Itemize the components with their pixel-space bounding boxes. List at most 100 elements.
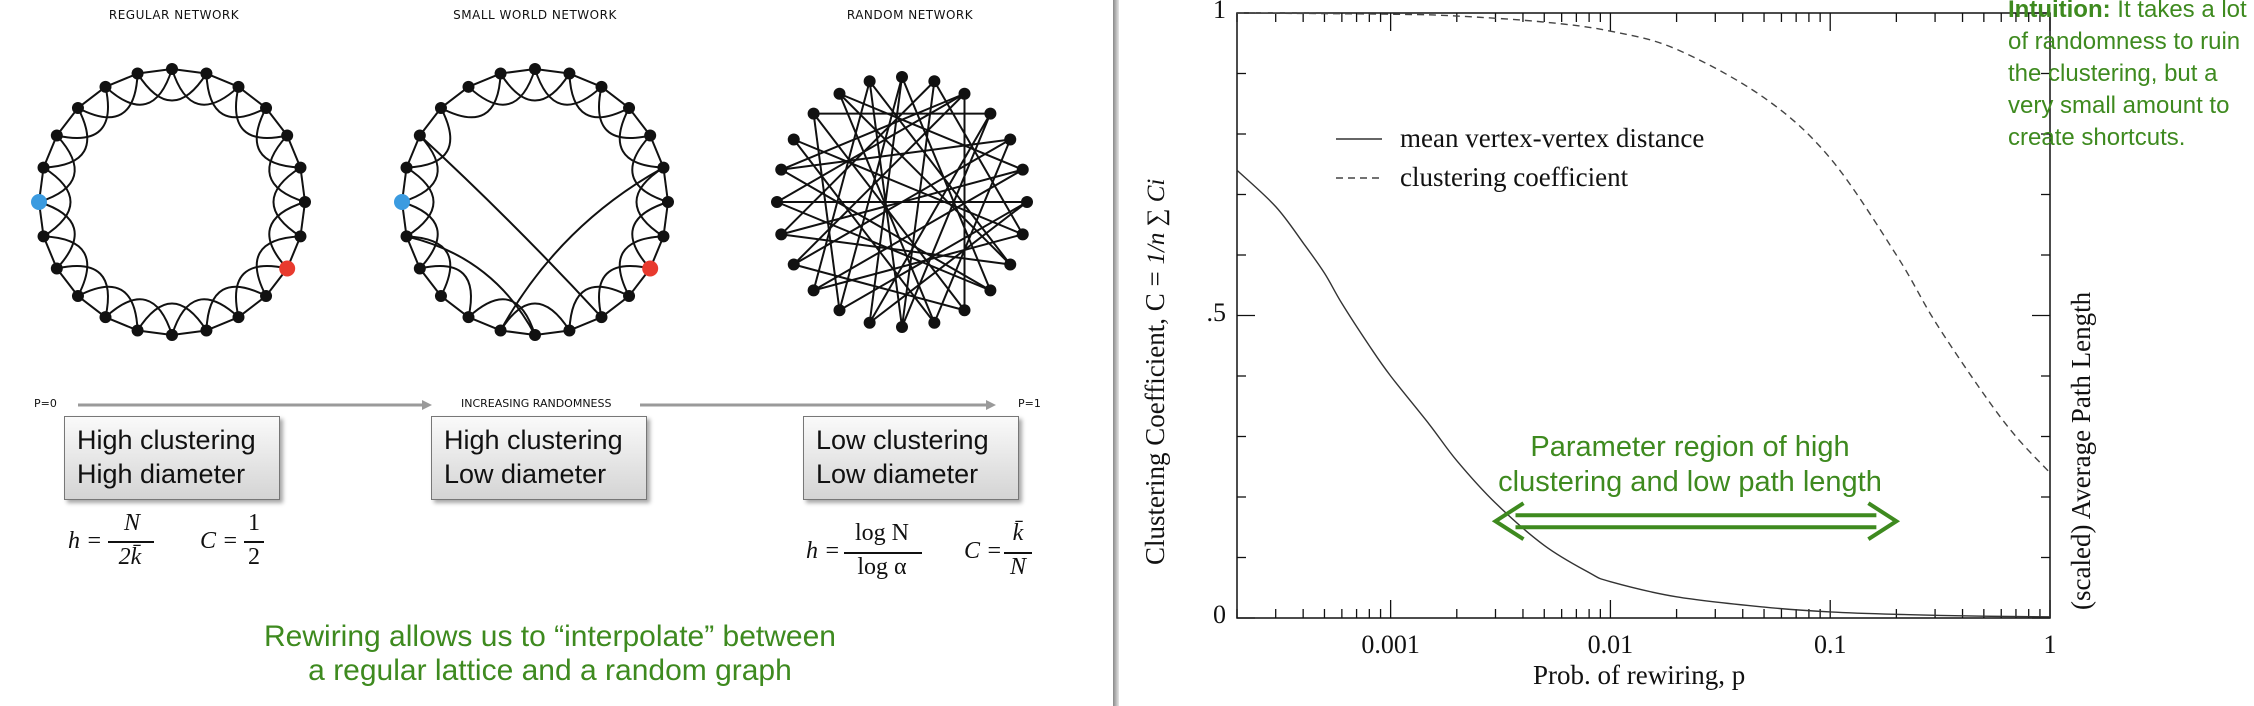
chart-panel <box>1119 0 2254 706</box>
network-node <box>807 107 820 120</box>
network-node <box>1021 196 1033 208</box>
network-node <box>529 329 541 341</box>
neighbor-arc <box>405 166 435 238</box>
x-tick-label: 0.1 <box>1813 630 1847 659</box>
caption-line2: a regular lattice and a random graph <box>308 654 792 687</box>
network-node <box>662 196 674 208</box>
neighbor-arc <box>255 235 301 297</box>
network-node <box>131 67 144 80</box>
box-regular-line1: High clustering <box>77 425 256 455</box>
random-edge <box>776 201 991 292</box>
neighbor-arc <box>205 73 267 119</box>
random-edge <box>780 92 965 171</box>
network-node <box>1016 228 1029 241</box>
network-node <box>50 262 63 275</box>
y-axis-label-left: Clustering Coefficient, C = 1/n ∑ Ci <box>1140 178 1170 565</box>
network-node <box>462 80 475 93</box>
network-node <box>1004 133 1017 146</box>
network-node <box>434 101 447 114</box>
network-node <box>400 230 413 243</box>
network-node <box>1004 258 1017 271</box>
network-node <box>1016 163 1029 176</box>
networks-panel: REGULAR NETWORK SMALL WORLD NETWORK RAND… <box>0 0 1113 706</box>
network-node <box>281 129 294 142</box>
network-node <box>623 290 636 303</box>
neighbor-arc <box>406 235 452 297</box>
network-node <box>787 258 800 271</box>
box-small-world-line2: Low diameter <box>444 459 607 489</box>
neighbor-arc <box>401 134 439 203</box>
network-node <box>131 324 144 337</box>
network-node <box>99 80 112 93</box>
neighbor-arc <box>136 302 208 332</box>
shortcut-edge <box>499 166 664 331</box>
increasing-randomness-label: INCREASING RANDOMNESS <box>461 397 612 410</box>
network-node <box>771 196 783 208</box>
neighbor-arc <box>440 73 502 119</box>
legend-label-dashed: clustering coefficient <box>1400 162 1629 192</box>
y-tick-label: .5 <box>1206 297 1227 327</box>
neighbor-arc <box>568 285 630 331</box>
random-edge <box>813 233 1023 292</box>
network-node <box>984 284 997 297</box>
network-node <box>37 161 50 174</box>
network-node <box>299 196 311 208</box>
network-node <box>775 228 788 241</box>
random-edge <box>780 80 936 236</box>
network-node <box>394 194 410 210</box>
neighbor-arc <box>104 298 173 336</box>
neighbor-arc <box>235 265 288 318</box>
network-node <box>928 75 941 88</box>
network-node <box>563 67 576 80</box>
network-node <box>71 101 84 114</box>
neighbor-arc <box>38 134 76 203</box>
panel-divider <box>1113 0 1119 706</box>
network-node <box>232 311 245 324</box>
network-node <box>863 316 876 329</box>
small-world-network-graph <box>394 63 674 341</box>
small-world-network-title: SMALL WORLD NETWORK <box>453 8 617 22</box>
neighbor-arc <box>467 298 536 336</box>
randomness-axis <box>78 400 996 410</box>
network-node <box>958 87 971 100</box>
network-node <box>50 129 63 142</box>
network-node <box>166 329 178 341</box>
network-node <box>595 80 608 93</box>
network-node <box>958 304 971 317</box>
arrow-head-right <box>1867 501 1901 541</box>
random-edge <box>933 139 1012 324</box>
y-tick-label: 1 <box>1213 0 1226 24</box>
network-node <box>833 87 846 100</box>
shortcut-edge <box>406 235 536 336</box>
network-node <box>807 284 820 297</box>
box-small-world-properties: High clustering Low diameter <box>431 416 647 500</box>
network-node <box>984 107 997 120</box>
random-edge <box>793 138 1024 236</box>
network-node <box>623 101 636 114</box>
random-edge <box>780 168 991 292</box>
random-edge <box>776 92 965 203</box>
network-node <box>462 311 475 324</box>
network-node <box>642 260 659 277</box>
network-node <box>494 324 507 337</box>
neighbor-arc <box>467 68 536 106</box>
network-node <box>657 230 670 243</box>
network-node <box>644 129 657 142</box>
neighbor-arc <box>534 68 603 106</box>
series-mean-vertex-distance-line <box>1236 169 2051 618</box>
neighbor-arc <box>598 86 651 139</box>
network-node <box>833 304 846 317</box>
network-node <box>294 230 307 243</box>
neighbor-arc <box>77 73 139 119</box>
neighbor-arc <box>205 285 267 331</box>
neighbor-arc <box>499 72 571 102</box>
network-node <box>928 316 941 329</box>
parameter-region-arrow <box>1491 501 1901 541</box>
network-node <box>279 260 296 277</box>
neighbor-arc <box>43 107 89 169</box>
random-edge <box>813 168 1024 292</box>
network-node <box>563 324 576 337</box>
y-tick-label: 0 <box>1213 600 1226 629</box>
legend-label-solid: mean vertex-vertex distance <box>1400 123 1705 153</box>
